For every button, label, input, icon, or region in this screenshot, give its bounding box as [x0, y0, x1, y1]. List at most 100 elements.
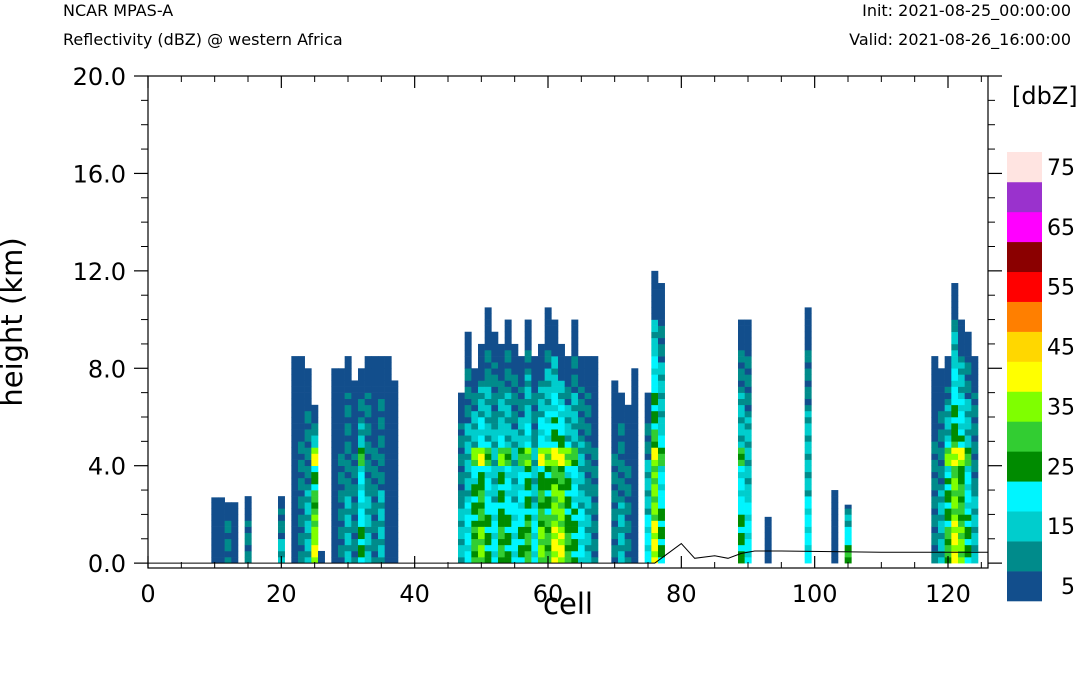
reflectivity-cell — [358, 435, 365, 442]
reflectivity-cell — [471, 453, 479, 460]
reflectivity-cell — [478, 477, 485, 485]
reflectivity-cell — [491, 356, 499, 363]
reflectivity-cell — [618, 404, 625, 412]
reflectivity-cell — [491, 550, 499, 558]
reflectivity-cell — [378, 471, 385, 479]
reflectivity-cell — [378, 490, 385, 497]
reflectivity-cell — [538, 514, 545, 521]
reflectivity-cell — [844, 520, 852, 527]
reflectivity-cell — [658, 350, 665, 357]
reflectivity-cell — [364, 508, 372, 515]
reflectivity-cell — [478, 496, 485, 503]
reflectivity-cell — [591, 423, 599, 430]
reflectivity-cell — [624, 435, 632, 442]
reflectivity-cell — [591, 508, 599, 515]
reflectivity-cell — [498, 550, 505, 558]
reflectivity-cell — [298, 356, 305, 363]
reflectivity-cell — [498, 441, 505, 448]
reflectivity-cell — [544, 477, 552, 485]
reflectivity-cell — [378, 356, 385, 363]
reflectivity-cell — [471, 496, 479, 503]
reflectivity-cell — [371, 520, 379, 527]
reflectivity-cell — [831, 532, 839, 540]
reflectivity-cell — [578, 502, 585, 509]
reflectivity-cell — [524, 514, 532, 521]
reflectivity-cell — [458, 502, 465, 509]
reflectivity-cell — [351, 557, 359, 564]
y-tick-label: 0.0 — [88, 550, 126, 578]
reflectivity-cell — [804, 550, 812, 558]
reflectivity-cell — [391, 404, 399, 412]
reflectivity-cell — [351, 429, 359, 436]
reflectivity-cell — [551, 483, 559, 491]
reflectivity-cell — [344, 441, 352, 448]
reflectivity-cell — [571, 325, 579, 333]
reflectivity-cell — [804, 441, 812, 448]
reflectivity-cell — [764, 520, 772, 527]
reflectivity-cell — [544, 435, 552, 442]
reflectivity-cell — [958, 532, 965, 540]
reflectivity-cell — [591, 362, 599, 369]
reflectivity-cell — [558, 550, 565, 558]
reflectivity-cell — [538, 447, 545, 454]
reflectivity-cell — [931, 459, 939, 467]
reflectivity-cell — [231, 508, 239, 515]
reflectivity-cell — [831, 490, 839, 497]
reflectivity-cell — [384, 496, 392, 503]
reflectivity-cell — [518, 453, 525, 460]
colorbar-swatch — [1007, 451, 1042, 482]
reflectivity-cell — [391, 477, 399, 485]
reflectivity-cell — [958, 356, 965, 363]
reflectivity-cell — [524, 520, 532, 527]
reflectivity-cell — [571, 544, 579, 552]
reflectivity-cell — [484, 544, 492, 552]
reflectivity-cell — [644, 423, 652, 430]
reflectivity-cell — [591, 392, 599, 400]
reflectivity-cell — [558, 392, 565, 400]
reflectivity-cell — [484, 325, 492, 333]
reflectivity-cell — [558, 410, 565, 418]
reflectivity-cell — [631, 514, 639, 521]
reflectivity-cell — [738, 490, 745, 497]
reflectivity-cell — [338, 441, 345, 448]
reflectivity-cell — [531, 429, 539, 436]
reflectivity-cell — [831, 520, 839, 527]
reflectivity-cell — [558, 526, 565, 533]
reflectivity-cell — [658, 441, 665, 448]
reflectivity-cell — [651, 283, 659, 290]
reflectivity-cell — [511, 514, 519, 521]
reflectivity-cell — [951, 526, 959, 533]
reflectivity-cell — [344, 410, 352, 418]
reflectivity-cell — [584, 557, 592, 564]
reflectivity-cell — [484, 331, 492, 339]
reflectivity-cell — [371, 490, 379, 497]
reflectivity-cell — [578, 386, 585, 393]
reflectivity-cell — [491, 447, 499, 454]
reflectivity-cell — [744, 508, 752, 515]
reflectivity-cell — [531, 557, 539, 564]
reflectivity-cell — [544, 453, 552, 460]
reflectivity-cell — [478, 362, 485, 369]
reflectivity-cell — [364, 532, 372, 540]
reflectivity-cell — [498, 471, 505, 479]
reflectivity-cell — [504, 325, 512, 333]
reflectivity-cell — [971, 538, 979, 546]
reflectivity-cell — [464, 447, 472, 454]
reflectivity-cell — [338, 392, 345, 400]
reflectivity-cell — [764, 532, 772, 540]
reflectivity-cell — [478, 557, 485, 564]
reflectivity-cell — [491, 465, 499, 473]
reflectivity-cell — [551, 410, 559, 418]
reflectivity-cell — [484, 386, 492, 393]
reflectivity-cell — [384, 550, 392, 558]
reflectivity-cell — [658, 429, 665, 436]
reflectivity-cell — [504, 416, 512, 424]
reflectivity-cell — [544, 526, 552, 533]
reflectivity-cell — [524, 386, 532, 393]
x-axis-label: cell — [543, 587, 593, 621]
reflectivity-cell — [958, 380, 965, 387]
reflectivity-cell — [931, 416, 939, 424]
reflectivity-cell — [518, 520, 525, 527]
reflectivity-cell — [744, 477, 752, 485]
reflectivity-cell — [938, 550, 945, 558]
